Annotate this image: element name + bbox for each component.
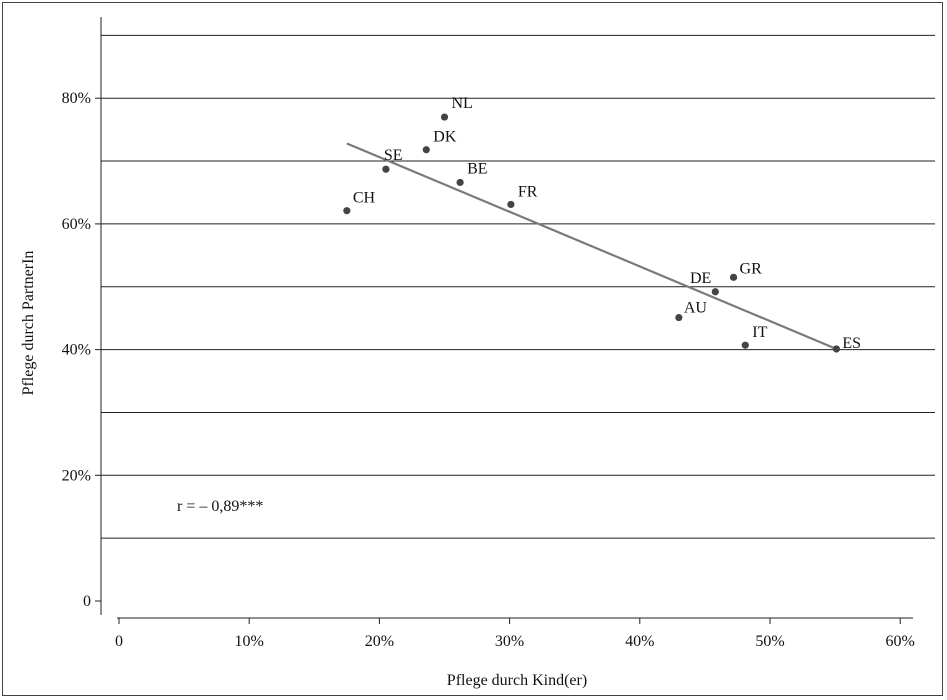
point-label-ch: CH — [353, 190, 376, 207]
point-label-se: SE — [384, 147, 403, 164]
point-label-it: IT — [752, 324, 767, 341]
point-fr — [507, 200, 515, 209]
point-label-gr: GR — [740, 260, 763, 277]
point-label-fr: FR — [518, 183, 538, 200]
point-be — [456, 178, 464, 187]
y-tick-label: 80% — [62, 90, 91, 107]
point-de — [711, 288, 719, 296]
correlation-annotation: r = – 0,89*** — [177, 498, 263, 515]
data-points: NL DK SE BE FR CH GR DE AU IT ES — [343, 95, 861, 353]
x-tick-label: 30% — [495, 633, 524, 650]
x-tick-label: 10% — [235, 633, 264, 650]
y-tick-label: 40% — [62, 342, 91, 359]
x-tick-label: 50% — [755, 633, 784, 650]
trendline-group — [346, 142, 837, 350]
point-ch — [343, 207, 351, 215]
gridlines — [101, 34, 935, 539]
y-axis-title: Pflege durch PartnerIn — [20, 251, 37, 396]
point-label-es: ES — [842, 335, 861, 352]
y-tick-label: 0 — [83, 593, 91, 610]
point-es — [832, 345, 841, 353]
x-tick-label: 0 — [115, 633, 123, 650]
trendline — [346, 142, 837, 350]
ticks: 0 20% 40% 60% 80% 0 10% 20% 30% 40% 50% 60% — [62, 90, 915, 650]
x-axis-title: Pflege durch Kind(er) — [447, 672, 587, 689]
point-label-de: DE — [690, 270, 711, 287]
point-it — [741, 341, 749, 349]
x-tick-label: 20% — [365, 633, 394, 650]
point-label-dk: DK — [433, 129, 457, 146]
point-label-be: BE — [467, 160, 487, 177]
x-tick-label: 40% — [625, 633, 654, 650]
point-nl — [440, 113, 449, 121]
point-dk — [422, 146, 430, 154]
point-label-au: AU — [684, 300, 708, 317]
x-tick-label: 60% — [886, 633, 915, 650]
y-tick-label: 20% — [62, 467, 91, 484]
point-au — [675, 313, 683, 322]
point-label-nl: NL — [452, 95, 473, 112]
y-tick-label: 60% — [62, 216, 91, 233]
axes — [100, 17, 913, 619]
scatter-chart: 0 20% 40% 60% 80% 0 10% 20% 30% 40% 50% 60% NL DK SE B… — [20, 17, 935, 689]
point-se — [382, 165, 390, 173]
point-gr — [729, 273, 738, 281]
